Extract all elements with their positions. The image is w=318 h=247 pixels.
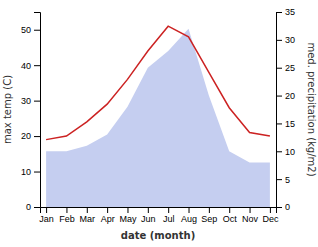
tick-label: Mar [80,214,96,224]
tick-mark [209,207,210,213]
tick-label: Jun [141,214,156,224]
tick-label: Oct [223,214,238,224]
tick: Dec [262,207,279,224]
plot: Jan Feb Mar Apr May Jun Jul Aug Sep Oct NovDec 0 10 2… [2,7,317,241]
tick-label: Apr [101,214,115,224]
x-axis-title: date (month) [121,230,195,241]
tick: Jun [141,207,156,224]
tick-mark [276,179,282,180]
tick-label: 40 [21,61,31,71]
tick-label: 0 [26,202,31,212]
tick: 20 [276,91,295,101]
line [46,26,270,139]
tick-label: Feb [59,214,75,224]
tick-mark [127,207,128,213]
tick-mark [189,207,190,213]
tick: Apr [101,207,115,224]
tick: 0 [276,202,290,212]
tick-label: 35 [285,7,295,17]
tick-mark [148,207,149,213]
tick-label: 0 [285,202,290,212]
tick-label: 10 [21,167,31,177]
tick-mark [276,40,282,41]
tick-label: 20 [285,91,295,101]
marks [46,26,270,207]
tick: 20 [21,131,40,141]
tick: 35 [276,7,295,17]
tick: Jul [163,207,175,224]
tick: 15 [276,119,295,129]
tick: 5 [276,175,290,185]
tick: Sep [201,207,217,224]
tick: Oct [223,207,238,224]
tick: 10 [276,147,295,157]
axis-line [277,13,283,208]
y-axis: 0 10 20 30 40 50 [21,13,41,213]
tick: Mar [80,207,96,224]
tick-label: 30 [21,96,31,106]
tick: Aug [181,207,197,224]
tick-mark [276,207,282,208]
tick-label: May [119,214,137,224]
tick-label: Jul [163,214,175,224]
tick-mark [34,65,40,66]
tick-label: Aug [181,214,197,224]
tick-label: 25 [285,63,295,73]
tick-label: Jan [39,214,54,224]
tick-mark [276,96,282,97]
tick-mark [34,30,40,31]
tick-mark [250,207,251,213]
tick-mark [34,101,40,102]
tick: 40 [21,61,40,71]
tick-label: 10 [285,147,295,157]
tick: 0 [26,202,40,212]
tick: 50 [21,25,40,35]
tick: Feb [59,207,75,224]
tick: May [119,207,137,224]
tick-mark [168,207,169,213]
tick-label: Nov [242,214,259,224]
tick-mark [276,151,282,152]
tick-label: Sep [201,214,217,224]
tick-mark [87,207,88,213]
chart: Jan Feb Mar Apr May Jun Jul Aug Sep Oct NovDec 0 10 2… [0,0,318,247]
tick-label: 20 [21,131,31,141]
tick-label: 30 [285,35,295,45]
tick: Nov [242,207,259,224]
y-axis-title: max temp (C) [2,75,13,144]
tick-mark [276,12,282,13]
tick: 30 [21,96,40,106]
tick-mark [276,68,282,69]
tick: 10 [21,167,40,177]
area [46,29,270,207]
tick-mark [66,207,67,213]
tick-label: 5 [285,175,290,185]
tick-mark [229,207,230,213]
tick-mark [34,172,40,173]
axis-line [41,208,277,214]
tick-label: 15 [285,119,295,129]
x-axis: Jan Feb Mar Apr May Jun Jul Aug Sep Oct NovDec [39,207,279,224]
tick: 25 [276,63,295,73]
tick-mark [276,123,282,124]
y2-axis: 0 5 10 15 20 25 30 35 [276,7,295,212]
axis-line [34,13,41,208]
tick: Jan [39,207,54,224]
y2-axis-title: med. precipitation (kg/m2) [306,42,317,176]
tick-mark [34,207,40,208]
tick-mark [34,136,40,137]
tick-mark [270,207,271,213]
tick: 30 [276,35,295,45]
tick-mark [46,207,47,213]
tick-label: Dec [262,214,279,224]
tick-mark [107,207,108,213]
tick-label: 50 [21,25,31,35]
